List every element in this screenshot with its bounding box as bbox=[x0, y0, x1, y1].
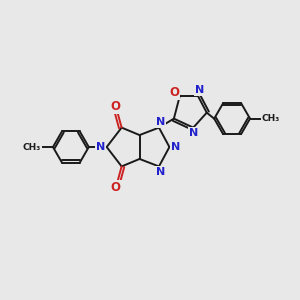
Text: N: N bbox=[189, 128, 199, 138]
Text: O: O bbox=[111, 182, 121, 194]
Text: N: N bbox=[156, 117, 165, 127]
Text: CH₃: CH₃ bbox=[23, 142, 41, 152]
Text: O: O bbox=[111, 100, 121, 112]
Text: N: N bbox=[171, 142, 181, 152]
Text: N: N bbox=[195, 85, 204, 95]
Text: CH₃: CH₃ bbox=[262, 114, 280, 123]
Text: O: O bbox=[169, 85, 179, 99]
Text: N: N bbox=[156, 167, 165, 177]
Text: N: N bbox=[95, 142, 105, 152]
